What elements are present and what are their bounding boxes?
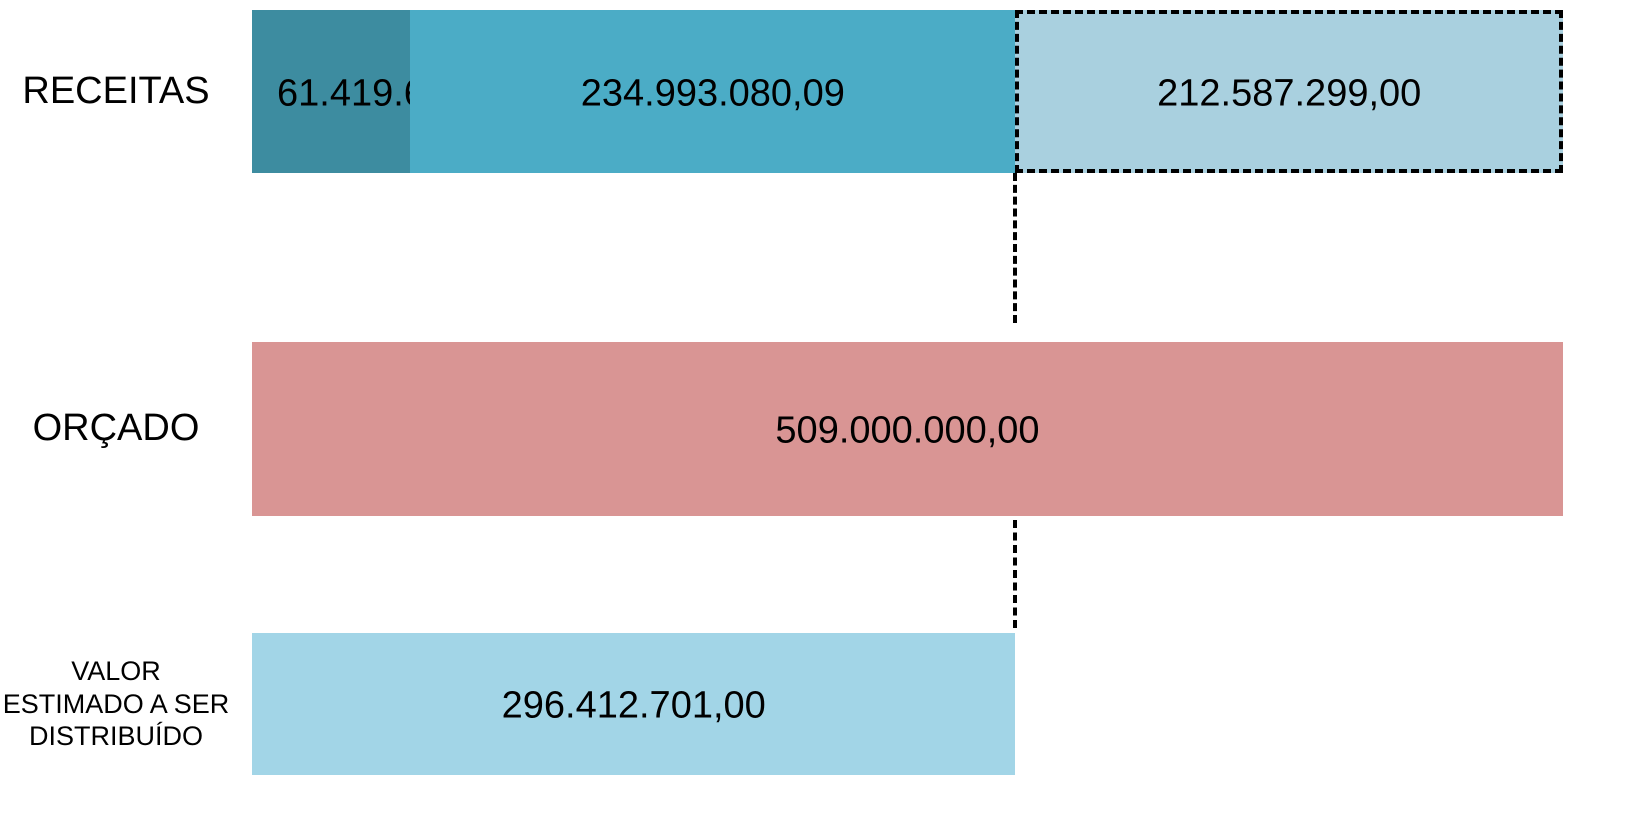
connector	[1013, 173, 1018, 323]
value-label: 296.412.701,00	[501, 684, 766, 727]
bar-segment	[1015, 10, 1563, 173]
bar-segment	[410, 10, 1016, 173]
category-label: ORÇADO	[32, 407, 200, 450]
bar-segment	[252, 10, 411, 173]
bar-segment	[252, 342, 1563, 516]
value-label: 212.587.299,00	[1157, 72, 1422, 114]
value-label: 509.000.000,00	[775, 409, 1040, 452]
connector	[1013, 520, 1018, 628]
category-label: RECEITAS	[22, 69, 210, 112]
bar-segment	[252, 633, 1016, 775]
category-label: VALOR ESTIMADO A SER DISTRIBUÍDO	[2, 656, 230, 752]
value-label: 234.993.080,09	[580, 72, 845, 114]
